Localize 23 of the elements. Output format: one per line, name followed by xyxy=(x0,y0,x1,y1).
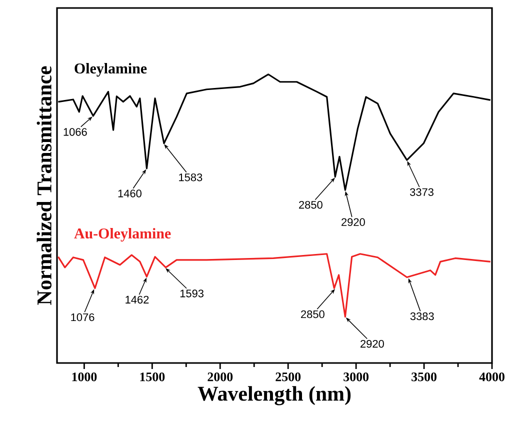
annotation: 1066 xyxy=(64,128,87,136)
annotation: 2850 xyxy=(301,310,324,318)
annotation: 3383 xyxy=(410,312,434,320)
annotation: 2850 xyxy=(299,200,322,209)
x-tick-label: 2000 xyxy=(208,372,233,382)
annotation: 1460 xyxy=(118,190,142,198)
y-axis-title: Normalized Transmittance xyxy=(36,66,52,305)
annotation: 1462 xyxy=(126,296,149,304)
annotation: 1076 xyxy=(71,313,94,322)
annotation: 1593 xyxy=(180,290,204,298)
series-label: Au-Oleylamine xyxy=(74,228,171,242)
annotation: 1583 xyxy=(179,173,202,182)
x-tick-label: 4000 xyxy=(479,372,504,382)
annotation: 2920 xyxy=(360,340,384,348)
series-label: Oleylamine xyxy=(74,63,147,77)
x-tick-label: 2500 xyxy=(276,372,301,382)
x-tick-label: 3500 xyxy=(412,372,436,382)
x-tick-label: 3000 xyxy=(344,372,369,382)
x-tick-label: 1000 xyxy=(72,372,97,382)
annotation: 2920 xyxy=(342,218,365,226)
x-axis-title: Wavelength (nm) xyxy=(198,386,351,406)
annotation: 3373 xyxy=(410,188,434,196)
x-tick-label: 1500 xyxy=(140,372,165,382)
